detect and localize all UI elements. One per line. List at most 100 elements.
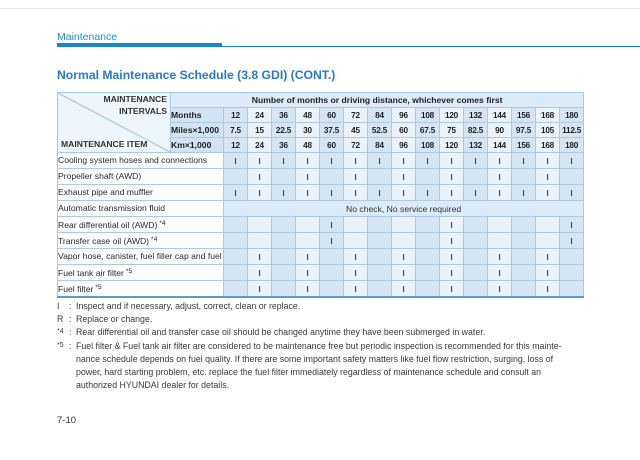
maintenance-item-row: Fuel filter *5 I I I I I I I: [57, 280, 585, 298]
legend-text-line: Rear differential oil and transfer case …: [76, 327, 486, 337]
schedule-mark-cell: [367, 264, 392, 281]
maintenance-item-label: Fuel tank air filter *5: [57, 264, 224, 281]
interval-unit-label: Months: [170, 107, 224, 123]
interval-value: 60: [391, 122, 416, 138]
schedule-mark-cell: [511, 248, 536, 265]
schedule-mark-cell: [415, 264, 440, 281]
interval-value: 24: [247, 137, 272, 153]
schedule-mark-cell: [271, 232, 296, 249]
schedule-mark-cell: I: [343, 280, 368, 298]
schedule-mark-cell: I: [487, 168, 512, 185]
footnote-marker: *4: [157, 219, 166, 227]
interval-value: 84: [367, 107, 392, 123]
schedule-mark-cell: [295, 216, 320, 233]
interval-value: 30: [295, 122, 320, 138]
maintenance-item-label: Cooling system hoses and connections: [57, 152, 224, 169]
schedule-mark-cell: [463, 280, 488, 298]
schedule-mark-cell: [558, 248, 585, 265]
interval-value: 36: [271, 107, 296, 123]
schedule-mark-cell: I: [295, 184, 320, 201]
corner-cell: MAINTENANCE INTERVALS MAINTENANCE ITEM: [57, 92, 171, 153]
breadcrumb: Maintenance: [57, 31, 118, 43]
schedule-mark-cell: [319, 168, 344, 185]
schedule-mark-cell: [271, 248, 296, 265]
schedule-mark-cell: I: [487, 248, 512, 265]
interval-value: 15: [247, 122, 272, 138]
legend-text: Replace or change.: [76, 313, 635, 326]
schedule-mark-cell: I: [223, 184, 248, 201]
diagonal-divider-line: [58, 93, 170, 152]
interval-value: 7.5: [223, 122, 248, 138]
legend-colon: :: [69, 314, 72, 324]
schedule-mark-cell: I: [535, 168, 560, 185]
interval-value: 67.5: [415, 122, 440, 138]
legend-entry: *4: Rear differential oil and transfer ca…: [57, 326, 635, 340]
legend-text: Rear differential oil and transfer case …: [76, 326, 635, 339]
schedule-mark-cell: [535, 216, 560, 233]
schedule-mark-cell: [558, 168, 585, 185]
maintenance-item-row: Rear differential oil (AWD) *4 I I I: [57, 216, 585, 233]
legend-text: Fuel filter & Fuel tank air filter are c…: [76, 340, 635, 392]
page-title: Normal Maintenance Schedule (3.8 GDI) (C…: [57, 68, 336, 82]
schedule-mark-cell: I: [558, 216, 585, 233]
schedule-mark-cell: I: [535, 264, 560, 281]
schedule-mark-cell: I: [343, 264, 368, 281]
schedule-mark-cell: I: [247, 152, 272, 169]
schedule-mark-cell: [463, 264, 488, 281]
interval-unit-label: Miles×1,000: [170, 122, 224, 138]
interval-value: 168: [535, 107, 560, 123]
schedule-mark-cell: I: [391, 264, 416, 281]
legend-colon: :: [69, 341, 72, 351]
legend-text-line: power, hard starting problem, etc. repla…: [76, 367, 542, 377]
interval-value: 108: [415, 137, 440, 153]
schedule-mark-cell: [223, 168, 248, 185]
schedule-mark-cell: [271, 280, 296, 298]
schedule-mark-cell: [511, 264, 536, 281]
schedule-mark-cell: [415, 232, 440, 249]
schedule-mark-cell: I: [487, 264, 512, 281]
span-header-row: MAINTENANCE INTERVALS MAINTENANCE ITEM N…: [57, 92, 585, 153]
maintenance-item-row: Automatic transmission fluid No check, No…: [57, 200, 585, 217]
schedule-mark-cell: I: [343, 184, 368, 201]
schedule-mark-cell: I: [295, 248, 320, 265]
maintenance-item-row: Propeller shaft (AWD) I I I I I I I: [57, 168, 585, 185]
interval-value: 144: [487, 137, 512, 153]
schedule-mark-cell: I: [391, 280, 416, 298]
schedule-mark-cell: [463, 168, 488, 185]
maintenance-item-row: Vapor hose, canister, fuel filler cap an…: [57, 248, 585, 265]
interval-value: 180: [558, 107, 585, 123]
schedule-mark-cell: [487, 232, 512, 249]
schedule-mark-cell: I: [558, 184, 585, 201]
interval-value: 48: [295, 107, 320, 123]
schedule-mark-cell: I: [439, 184, 464, 201]
maintenance-item-label: Transfer case oil (AWD) *4: [57, 232, 224, 249]
schedule-mark-cell: I: [558, 152, 585, 169]
schedule-mark-cell: I: [463, 152, 488, 169]
interval-value: 75: [439, 122, 464, 138]
schedule-mark-cell: [223, 232, 248, 249]
schedule-mark-cell: [367, 232, 392, 249]
legend-marker: I: [57, 301, 60, 311]
maintenance-item-row: Cooling system hoses and connections I I I I…: [57, 152, 585, 169]
schedule-mark-cell: [391, 216, 416, 233]
interval-value: 60: [319, 107, 344, 123]
schedule-mark-cell: I: [535, 152, 560, 169]
schedule-mark-cell: I: [439, 216, 464, 233]
schedule-mark-cell: [391, 232, 416, 249]
footnote-marker: *5: [123, 267, 133, 275]
interval-row: Months 12 24 36 48 60 72 84 96 108 120 132 144 156 168…: [58, 107, 585, 123]
schedule-mark-cell: [271, 216, 296, 233]
legend-marker: *5: [57, 340, 69, 354]
interval-value: 82.5: [463, 122, 488, 138]
schedule-mark-cell: [319, 264, 344, 281]
schedule-mark-cell: [367, 168, 392, 185]
page-number: 7-10: [57, 415, 77, 426]
schedule-mark-cell: [223, 248, 248, 265]
interval-value: 36: [271, 137, 296, 153]
schedule-mark-cell: [558, 280, 585, 298]
schedule-mark-cell: [223, 280, 248, 298]
schedule-mark-cell: I: [271, 152, 296, 169]
legend-marker: R: [57, 314, 64, 324]
schedule-mark-cell: I: [535, 280, 560, 298]
schedule-mark-cell: [319, 248, 344, 265]
